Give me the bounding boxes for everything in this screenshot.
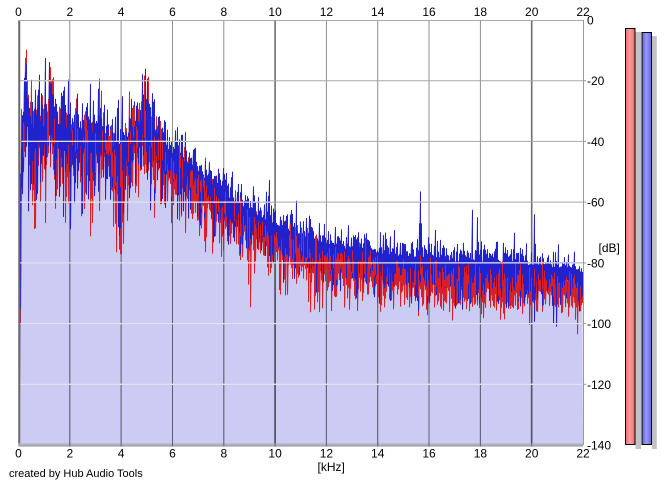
svg-text:4: 4: [118, 5, 125, 19]
svg-text:-20: -20: [587, 74, 605, 88]
svg-text:16: 16: [422, 447, 436, 461]
svg-text:14: 14: [371, 5, 385, 19]
svg-text:0: 0: [15, 447, 22, 461]
svg-text:12: 12: [320, 447, 334, 461]
svg-text:[kHz]: [kHz]: [318, 460, 345, 474]
svg-text:18: 18: [474, 447, 488, 461]
svg-text:8: 8: [220, 447, 227, 461]
svg-text:22: 22: [576, 5, 590, 19]
svg-text:12: 12: [320, 5, 334, 19]
svg-text:18: 18: [474, 5, 488, 19]
svg-text:6: 6: [169, 447, 176, 461]
svg-text:[dB]: [dB]: [599, 241, 620, 255]
svg-text:20: 20: [525, 5, 539, 19]
svg-text:2: 2: [66, 5, 73, 19]
svg-text:-120: -120: [587, 378, 611, 392]
svg-text:6: 6: [169, 5, 176, 19]
svg-text:-80: -80: [587, 256, 605, 270]
svg-text:10: 10: [268, 5, 282, 19]
svg-text:14: 14: [371, 447, 385, 461]
svg-text:2: 2: [66, 447, 73, 461]
svg-text:4: 4: [118, 447, 125, 461]
svg-text:-60: -60: [587, 196, 605, 210]
svg-text:-100: -100: [587, 317, 611, 331]
svg-text:20: 20: [525, 447, 539, 461]
svg-text:created by Hub Audio Tools: created by Hub Audio Tools: [9, 468, 143, 480]
svg-text:22: 22: [576, 447, 590, 461]
svg-text:0: 0: [15, 5, 22, 19]
svg-text:8: 8: [220, 5, 227, 19]
svg-text:-140: -140: [587, 439, 611, 453]
svg-text:0: 0: [587, 14, 594, 28]
svg-text:10: 10: [268, 447, 282, 461]
svg-text:-40: -40: [587, 135, 605, 149]
svg-text:16: 16: [422, 5, 436, 19]
